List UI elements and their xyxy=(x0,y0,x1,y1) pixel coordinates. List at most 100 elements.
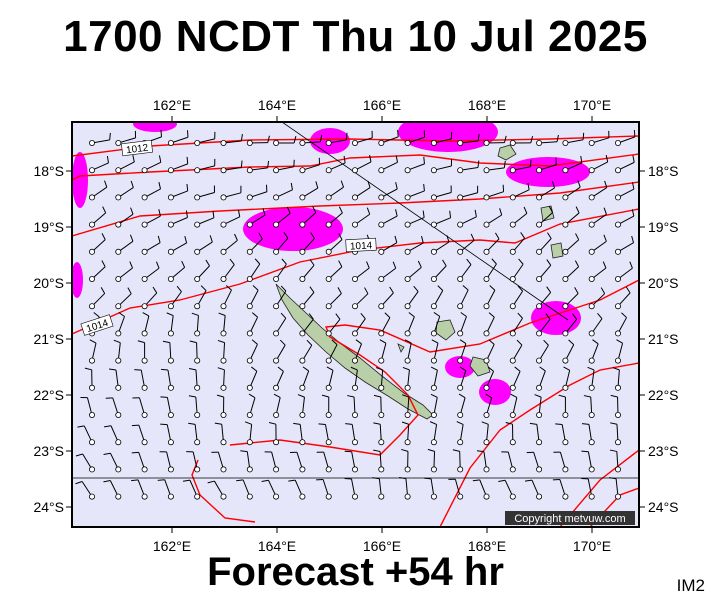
wind-barb-station xyxy=(115,357,122,364)
wind-barb-feather xyxy=(338,206,343,214)
wind-barb-station xyxy=(325,248,332,255)
wind-barb-feather xyxy=(452,449,460,452)
wind-barb-feather xyxy=(338,260,343,267)
wind-barb-feather xyxy=(397,129,399,137)
map-title: 1700 NCDT Thu 10 Jul 2025 xyxy=(63,12,648,61)
wind-barb-station xyxy=(457,330,464,337)
wind-barb-station xyxy=(194,357,201,364)
wind-barb-station xyxy=(89,493,96,500)
wind-barb-station xyxy=(509,275,516,282)
wind-barb-feather xyxy=(205,259,210,267)
wind-barb-feather xyxy=(401,448,409,452)
wind-barb-feather xyxy=(293,422,301,425)
wind-barb-station xyxy=(536,411,543,418)
wind-barb-shaft xyxy=(454,479,461,497)
wind-barb-feather xyxy=(424,477,432,480)
wind-barb-station xyxy=(325,194,332,201)
wind-barb-station xyxy=(194,194,201,201)
wind-barb-station xyxy=(115,493,122,500)
wind-barb-station xyxy=(299,439,306,446)
wind-barb-station xyxy=(246,139,253,146)
wind-barb-shaft xyxy=(91,293,106,307)
wind-barb-shaft xyxy=(591,343,599,361)
wind-barb-shaft xyxy=(512,371,521,389)
wind-barb-station xyxy=(141,221,148,228)
wind-barb-shaft xyxy=(249,344,258,361)
wind-barb-shaft xyxy=(328,139,347,144)
wind-barb-feather xyxy=(395,182,398,190)
wind-barb-feather xyxy=(75,481,83,485)
wind-barb-station xyxy=(273,275,280,282)
wind-barb-feather xyxy=(373,449,381,452)
wind-barb-station xyxy=(167,248,174,255)
wind-barb-station xyxy=(220,330,227,337)
wind-barb-feather xyxy=(581,423,590,425)
wind-barb-feather xyxy=(100,287,106,294)
wind-barb-station xyxy=(615,493,622,500)
wind-barb-feather xyxy=(423,183,425,192)
wind-barb-feather xyxy=(442,259,447,267)
wind-barb-feather xyxy=(113,339,121,344)
wind-barb-station xyxy=(378,357,385,364)
wind-barb-station xyxy=(483,411,490,418)
wind-barb-station xyxy=(351,303,358,310)
wind-barb-station xyxy=(378,466,385,473)
wind-barb-feather xyxy=(93,312,100,318)
wind-barb-feather xyxy=(481,421,489,425)
wind-barb-shaft xyxy=(381,267,397,280)
wind-barb-feather xyxy=(604,180,608,188)
wind-barb-station xyxy=(273,330,280,337)
wind-barb-shaft xyxy=(615,478,619,497)
wind-barb-feather xyxy=(395,155,398,163)
wind-barb-station xyxy=(194,139,201,146)
wind-barb-station xyxy=(588,466,595,473)
wind-barb-feather xyxy=(530,136,534,144)
wind-barb-station xyxy=(246,194,253,201)
lon-labels-bottom: 162°E 164°E 166°E 168°E 170°E xyxy=(153,538,611,554)
wind-barb-feather xyxy=(581,450,589,453)
wind-barb-feather xyxy=(188,368,197,371)
wind-barb-feather xyxy=(517,312,523,319)
svg-text:Copyright metvuw.com: Copyright metvuw.com xyxy=(514,513,625,525)
wind-barb-station xyxy=(404,384,411,391)
wind-barb-feather xyxy=(102,206,107,214)
lon-label: 162°E xyxy=(153,538,191,554)
wind-barb-feather xyxy=(477,160,480,168)
wind-barb-feather xyxy=(280,285,287,292)
wind-barb-feather xyxy=(384,312,391,318)
track-line xyxy=(281,122,569,321)
precip-area xyxy=(531,301,581,335)
wind-barb-station xyxy=(167,439,174,446)
wind-barb-feather xyxy=(216,394,224,398)
wind-barb-station xyxy=(246,167,253,174)
wind-barb-station xyxy=(404,303,411,310)
wind-barb-station xyxy=(246,493,253,500)
wind-barb-feather xyxy=(319,134,323,142)
wind-barb-feather xyxy=(283,232,289,239)
wind-barb-feather xyxy=(212,210,215,218)
wind-barb-feather xyxy=(631,235,635,243)
wind-barb-station xyxy=(299,384,306,391)
wind-barb-station xyxy=(325,439,332,446)
wind-barb-station xyxy=(588,248,595,255)
wind-barb-feather xyxy=(152,286,158,294)
wind-barb-feather xyxy=(422,210,425,218)
wind-barb-shaft xyxy=(512,397,518,416)
wind-barb-station xyxy=(483,466,490,473)
wind-barb-station xyxy=(378,439,385,446)
wind-barb-feather xyxy=(470,233,475,241)
wind-barb-feather xyxy=(413,285,419,292)
wind-barb-feather xyxy=(158,182,161,190)
wind-barb-shaft xyxy=(565,186,581,198)
wind-barb-feather xyxy=(366,207,371,215)
wind-barb-station xyxy=(194,248,201,255)
lon-label: 168°E xyxy=(468,97,506,113)
wind-barb-station xyxy=(325,167,332,174)
wind-barb-station xyxy=(89,194,96,201)
wind-barb-station xyxy=(483,248,490,255)
wind-barb-shaft xyxy=(617,161,635,171)
wind-barb-shaft xyxy=(302,212,317,225)
wind-barb-station xyxy=(351,439,358,446)
wind-barb-feather xyxy=(600,287,606,294)
wind-barb-station xyxy=(483,139,490,146)
